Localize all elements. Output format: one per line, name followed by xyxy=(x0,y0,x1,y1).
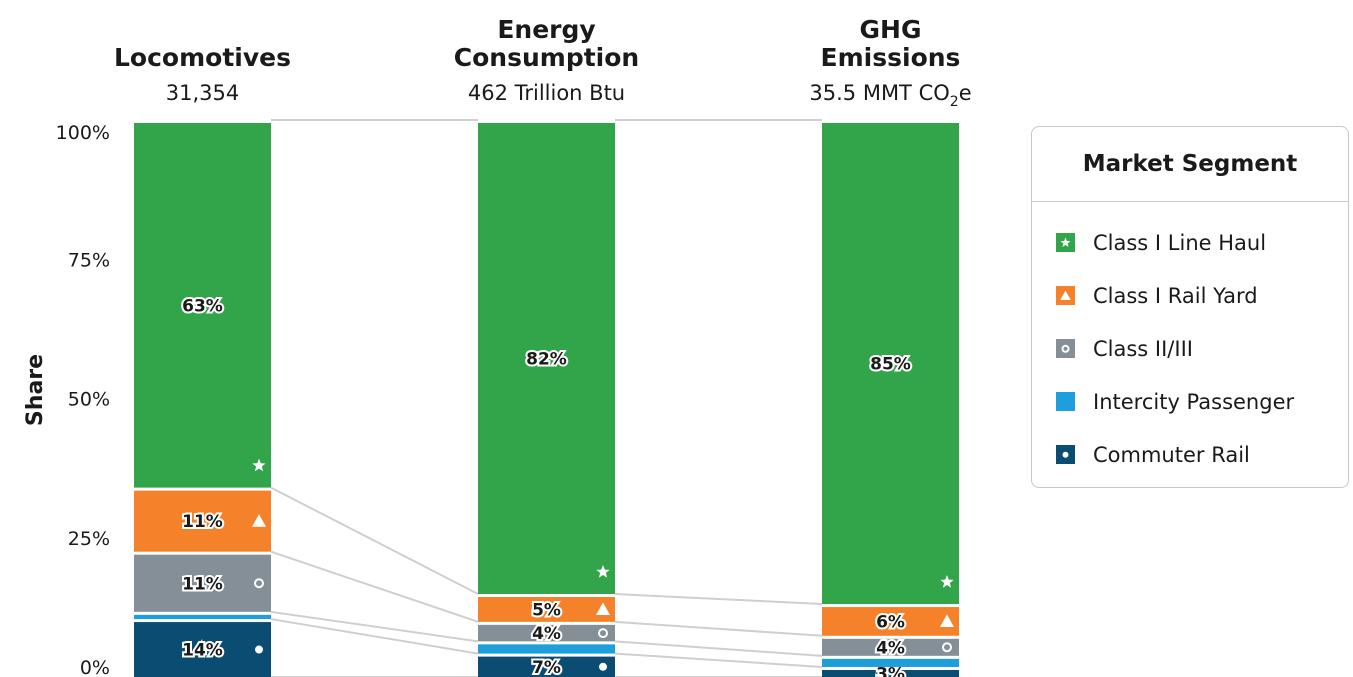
column-subtitle: 462 Trillion Btu xyxy=(468,81,625,105)
bar-segment xyxy=(134,614,271,620)
column-title: Energy xyxy=(497,15,595,44)
legend-label: Commuter Rail xyxy=(1093,442,1250,467)
bar-segment xyxy=(822,638,959,656)
legend-swatch xyxy=(1056,445,1075,464)
triangle-icon xyxy=(596,602,610,616)
star-icon xyxy=(1060,237,1071,248)
bar-segment xyxy=(478,597,615,622)
y-tick-label: 0% xyxy=(80,657,110,677)
legend-label: Class II/III xyxy=(1093,336,1193,361)
connector-line xyxy=(614,620,823,637)
circle-icon xyxy=(942,642,952,653)
legend-item: Class I Line Haul xyxy=(1032,216,1348,269)
triangle-icon xyxy=(940,614,954,628)
dot-icon xyxy=(255,645,263,654)
circle-icon xyxy=(254,578,264,589)
column-title: GHG xyxy=(860,15,922,44)
dot-icon xyxy=(1062,451,1069,458)
connector-line xyxy=(270,618,479,655)
data-label: 11% xyxy=(182,512,223,532)
bar-column: 14% 11% 11% 63% xyxy=(134,123,271,677)
bar-column: 3%4%6%85% xyxy=(822,123,959,677)
connector-lines xyxy=(270,119,823,677)
legend-items: Class I Line Haul Class I Rail Yard Class … xyxy=(1032,202,1348,481)
y-axis: Share 0% 25% 50% 75% 100% xyxy=(23,122,110,677)
data-label: 82% xyxy=(526,350,567,370)
data-label: 11% xyxy=(182,574,223,594)
circle-icon xyxy=(1061,344,1070,353)
bar-segment xyxy=(478,656,615,677)
data-label: 14% xyxy=(182,641,223,661)
bar-columns: 14%11%11%63%7%4%5%82%3%4%6%85% xyxy=(134,123,959,677)
legend-item: Class II/III xyxy=(1032,322,1348,375)
subtitle-subscript: 2 xyxy=(950,94,959,110)
triangle-icon xyxy=(1060,290,1071,300)
data-label: 5% xyxy=(532,600,561,620)
legend-item: Commuter Rail xyxy=(1032,428,1348,481)
dot-icon xyxy=(599,662,607,671)
bar-segment xyxy=(134,554,271,612)
circle-icon xyxy=(598,628,608,639)
y-tick-label: 75% xyxy=(68,249,110,271)
bar-segment xyxy=(134,622,271,677)
bar-segment xyxy=(822,658,959,667)
bar-segment xyxy=(822,607,959,636)
y-tick-label: 50% xyxy=(68,389,110,411)
legend-label: Intercity Passenger xyxy=(1093,389,1295,414)
data-label: 4% xyxy=(532,624,561,644)
data-label: 7% xyxy=(532,658,561,677)
bar-segment xyxy=(134,490,271,552)
legend-label: Class I Line Haul xyxy=(1093,230,1267,255)
legend-swatch xyxy=(1056,286,1075,305)
subtitle-tail: e xyxy=(959,81,972,105)
subtitle-text: 35.5 MMT CO xyxy=(809,81,949,105)
star-icon xyxy=(940,575,954,588)
bar-segment xyxy=(478,123,615,595)
connector-line xyxy=(270,610,479,643)
legend-swatch xyxy=(1056,339,1075,358)
column-title: Consumption xyxy=(454,43,639,72)
y-tick-label: 25% xyxy=(68,528,110,550)
data-label: 63% xyxy=(182,296,223,316)
connector-line xyxy=(614,652,823,668)
legend: Market Segment Class I Line Haul Class I … xyxy=(1031,126,1349,488)
star-icon xyxy=(252,458,266,472)
connector-line xyxy=(270,550,479,623)
legend-item: Intercity Passenger xyxy=(1032,375,1348,428)
y-axis-label: Share xyxy=(23,354,48,426)
column-title: Locomotives xyxy=(114,43,291,72)
triangle-icon xyxy=(252,514,266,527)
bar-segment xyxy=(478,644,615,654)
bar-column: 7% 4% 5% 82% xyxy=(478,123,615,677)
legend-item: Class I Rail Yard xyxy=(1032,269,1348,322)
data-label: 6% xyxy=(876,612,905,632)
column-subtitle: 31,354 xyxy=(166,81,239,105)
star-icon xyxy=(596,565,610,578)
bar-segment xyxy=(822,669,959,677)
column-subtitle: 35.5 MMT CO2e xyxy=(809,81,971,110)
data-label: 85% xyxy=(870,355,911,375)
connector-line xyxy=(270,486,479,595)
column-title: Emissions xyxy=(821,43,961,72)
legend-swatch xyxy=(1056,392,1075,411)
legend-label: Class I Rail Yard xyxy=(1093,283,1258,308)
bar-segment xyxy=(134,123,271,488)
connector-line xyxy=(614,593,823,606)
data-label: 4% xyxy=(876,638,905,658)
legend-swatch xyxy=(1056,233,1075,252)
y-tick-label: 100% xyxy=(56,122,110,144)
bar-segment xyxy=(478,624,615,642)
legend-title: Market Segment xyxy=(1032,127,1348,202)
connector-line xyxy=(614,640,823,657)
bar-segment xyxy=(822,123,959,605)
